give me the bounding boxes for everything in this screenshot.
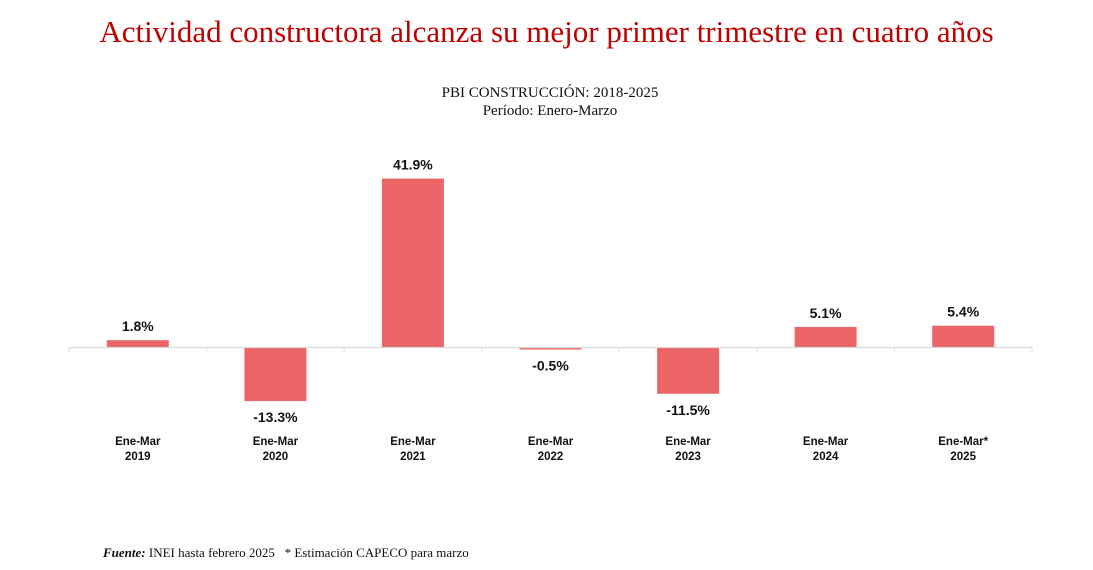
bar-2024 bbox=[794, 326, 857, 348]
data-label-2025: 5.4% bbox=[947, 304, 979, 320]
category-label-line1-2024: Ene-Mar bbox=[803, 436, 849, 448]
category-label-line2-2023: 2023 bbox=[675, 451, 701, 463]
category-label-line2-2025: 2025 bbox=[950, 451, 976, 463]
category-label-line2-2019: 2019 bbox=[125, 451, 151, 463]
source-label: Fuente: bbox=[103, 545, 146, 560]
bar-2023 bbox=[657, 347, 720, 394]
source-note: Fuente: INEI hasta febrero 2025 * Estima… bbox=[103, 545, 469, 561]
data-label-2022: -0.5% bbox=[532, 358, 569, 374]
bar-chart: 1.8% Ene-Mar 2019 -13.3% Ene-Mar 2020 41.9% Ene… bbox=[68, 157, 1033, 463]
category-label-line1-2022: Ene-Mar bbox=[528, 436, 574, 448]
bar-2020 bbox=[244, 347, 307, 402]
bar-2021 bbox=[381, 178, 444, 348]
source-text: INEI hasta febrero 2025 * Estimación CAP… bbox=[145, 545, 469, 560]
data-label-2019: 1.8% bbox=[122, 318, 154, 334]
axis-layer bbox=[68, 346, 1033, 352]
chart-subtitle: Período: Enero-Marzo bbox=[482, 103, 618, 119]
category-label-line1-2020: Ene-Mar bbox=[253, 436, 299, 448]
bars-layer bbox=[106, 178, 995, 402]
category-label-line1-2023: Ene-Mar bbox=[665, 436, 711, 448]
data-label-2021: 41.9% bbox=[393, 157, 433, 173]
category-label-line1-2019: Ene-Mar bbox=[115, 436, 161, 448]
bar-2022 bbox=[519, 347, 582, 350]
labels-layer: 1.8% Ene-Mar 2019 -13.3% Ene-Mar 2020 41.9% Ene… bbox=[115, 157, 989, 463]
category-label-line2-2020: 2020 bbox=[263, 451, 289, 463]
data-label-2023: -11.5% bbox=[666, 402, 710, 418]
chart-title: PBI CONSTRUCCIÓN: 2018-2025 bbox=[441, 85, 659, 101]
headline: Actividad constructora alcanza su mejor … bbox=[99, 14, 994, 49]
data-label-2020: -13.3% bbox=[253, 409, 298, 425]
category-label-line2-2024: 2024 bbox=[813, 451, 839, 463]
bar-2025 bbox=[932, 325, 995, 348]
data-label-2024: 5.1% bbox=[810, 305, 842, 321]
category-label-line2-2022: 2022 bbox=[538, 451, 564, 463]
category-label-line1-2025: Ene-Mar* bbox=[938, 436, 988, 448]
bar-2019 bbox=[106, 340, 169, 348]
category-label-line2-2021: 2021 bbox=[400, 451, 426, 463]
category-label-line1-2021: Ene-Mar bbox=[390, 436, 436, 448]
